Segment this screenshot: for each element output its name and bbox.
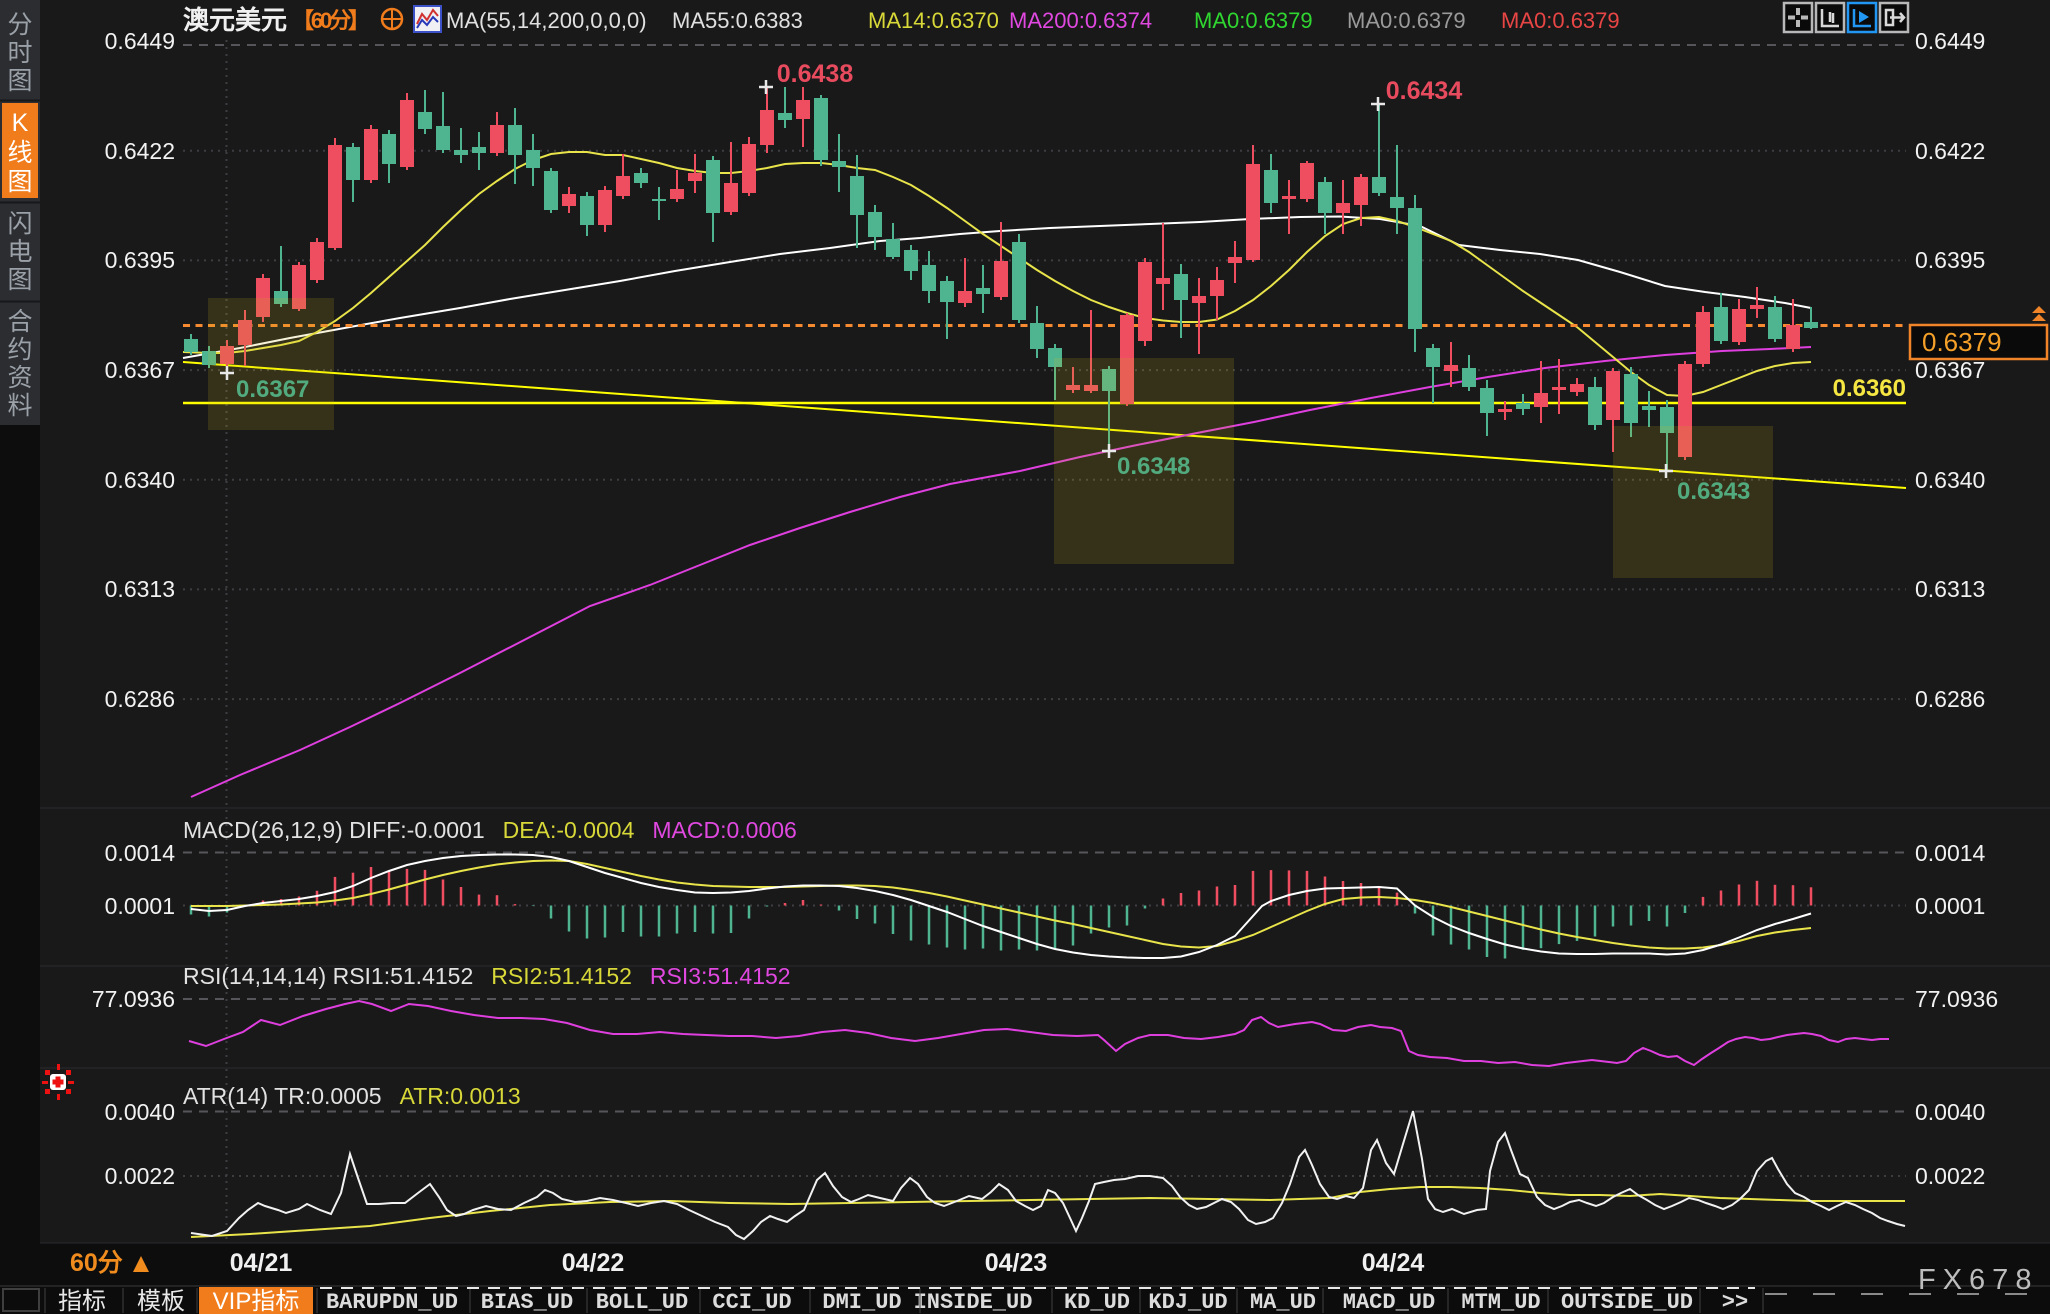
svg-text:图: 图 [7,266,32,294]
svg-text:0.6286: 0.6286 [1915,686,1985,712]
svg-text:分: 分 [7,11,32,39]
svg-text:资: 资 [7,364,32,392]
svg-text:04/22: 04/22 [562,1249,625,1277]
svg-text:04/23: 04/23 [985,1249,1048,1277]
svg-text:线: 线 [7,139,32,167]
svg-text:合: 合 [7,308,32,336]
svg-text:0.6395: 0.6395 [105,247,175,273]
svg-text:VIP指标: VIP指标 [213,1288,300,1314]
svg-text:MA0:0.6379: MA0:0.6379 [1347,8,1466,33]
svg-text:闪: 闪 [7,210,32,238]
svg-text:MA0:0.6379: MA0:0.6379 [1501,8,1620,33]
svg-text:图: 图 [7,67,32,95]
svg-text:时: 时 [7,39,32,67]
svg-text:0.6422: 0.6422 [1915,138,1985,164]
svg-text:料: 料 [7,392,32,420]
svg-text:0.6343: 0.6343 [1677,478,1750,505]
svg-text:MA(55,14,200,0,0,0): MA(55,14,200,0,0,0) [446,8,647,33]
svg-text:0.0001: 0.0001 [1915,893,1985,919]
svg-text:模板: 模板 [137,1288,185,1314]
svg-text:0.6367: 0.6367 [105,357,175,383]
svg-text:0.6348: 0.6348 [1117,453,1190,480]
svg-text:图: 图 [7,168,32,196]
svg-text:KD_UD: KD_UD [1064,1290,1130,1314]
svg-text:0.6367: 0.6367 [236,376,309,403]
svg-text:CCI_UD: CCI_UD [712,1290,791,1314]
svg-text:0.0022: 0.0022 [105,1163,175,1189]
svg-text:MA0:0.6379: MA0:0.6379 [1194,8,1313,33]
svg-text:【60分】: 【60分】 [292,8,370,33]
svg-text:0.6449: 0.6449 [1915,28,1985,54]
svg-text:电: 电 [7,238,32,266]
svg-text:0.6395: 0.6395 [1915,247,1985,273]
svg-text:0.0040: 0.0040 [105,1099,175,1125]
svg-text:0.0014: 0.0014 [1915,840,1986,866]
svg-text:MA55:0.6383: MA55:0.6383 [672,8,803,33]
svg-text:MA_UD: MA_UD [1250,1290,1316,1314]
svg-text:0.6313: 0.6313 [1915,576,1985,602]
svg-text:04/24: 04/24 [1362,1249,1425,1277]
svg-text:0.6340: 0.6340 [105,467,175,493]
svg-text:77.0936: 77.0936 [92,986,175,1012]
svg-text:0.6449: 0.6449 [105,28,175,54]
svg-text:77.0936: 77.0936 [1915,986,1998,1012]
svg-text:0.0022: 0.0022 [1915,1163,1985,1189]
svg-text:0.6340: 0.6340 [1915,467,1985,493]
svg-text:60分: 60分 [70,1249,123,1277]
svg-text:0.0014: 0.0014 [105,840,176,866]
svg-text:0.0040: 0.0040 [1915,1099,1985,1125]
svg-text:K: K [12,109,29,137]
svg-text:约: 约 [7,336,32,364]
svg-text:BOLL_UD: BOLL_UD [596,1290,688,1314]
svg-text:澳元美元: 澳元美元 [183,5,287,35]
svg-text:0.6360: 0.6360 [1833,375,1906,402]
svg-text:MA14:0.6370: MA14:0.6370 [868,8,999,33]
svg-text:0.6434: 0.6434 [1386,77,1463,105]
svg-text:BIAS_UD: BIAS_UD [481,1290,573,1314]
svg-text:0.6438: 0.6438 [777,60,854,88]
svg-text:MA200:0.6374: MA200:0.6374 [1009,8,1152,33]
svg-text:0.6379: 0.6379 [1922,327,2002,357]
svg-text:0.6422: 0.6422 [105,138,175,164]
svg-text:MTM_UD: MTM_UD [1461,1290,1540,1314]
svg-text:0.6286: 0.6286 [105,686,175,712]
svg-text:0.6367: 0.6367 [1915,357,1985,383]
svg-text:DMI_UD: DMI_UD [822,1290,901,1314]
svg-text:指标: 指标 [58,1288,106,1314]
svg-text:0.0001: 0.0001 [105,893,175,919]
svg-text:INSIDE_UD: INSIDE_UD [914,1290,1033,1314]
svg-text:0.6313: 0.6313 [105,576,175,602]
svg-text:KDJ_UD: KDJ_UD [1148,1290,1227,1314]
svg-text:04/21: 04/21 [230,1249,293,1277]
svg-text:>>: >> [1722,1290,1748,1314]
svg-text:OUTSIDE_UD: OUTSIDE_UD [1561,1290,1693,1314]
svg-text:MACD_UD: MACD_UD [1343,1290,1435,1314]
svg-text:BARUPDN_UD: BARUPDN_UD [326,1290,458,1314]
svg-text:FX678: FX678 [1918,1264,2038,1296]
